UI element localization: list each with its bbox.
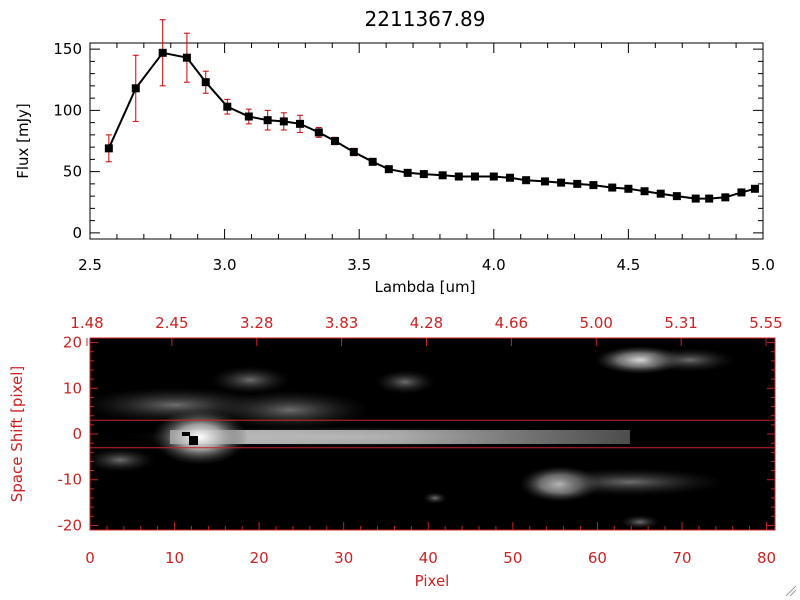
spectrum-x-tick-label: 2.5	[78, 256, 102, 274]
image-top-tick-label: 3.28	[240, 314, 273, 332]
spectrum-data-point	[104, 144, 113, 153]
image-x-tick-label: 70	[672, 549, 691, 567]
image-top-tick-label: 4.66	[495, 314, 528, 332]
spectrum-y-axis-label: Flux [mJy]	[14, 103, 32, 179]
image-y-tick-labels: -20 -10 0 10 20	[58, 334, 83, 535]
spectrum-data-point	[384, 165, 393, 174]
spectrum-y-tick-label: 0	[72, 224, 82, 242]
spectrum-y-tick-label: 50	[63, 163, 82, 181]
spectrum-data-point	[573, 179, 582, 188]
spectrum-data-point	[438, 171, 447, 180]
spectrum-y-tick-labels: 0 50 100 150	[53, 40, 82, 242]
spectrum-data-point	[672, 192, 681, 201]
image-top-tick-label: 5.55	[749, 314, 782, 332]
image-x-tick-label: 50	[503, 549, 522, 567]
spectrum-data-point	[244, 112, 253, 121]
spectrum-data-point	[454, 172, 463, 181]
image-top-tick-label: 4.28	[410, 314, 443, 332]
spectrum-data-point	[330, 137, 339, 145]
spectrum-data-point	[158, 48, 167, 57]
spectrum-data-point	[737, 188, 746, 197]
image-x-tick-label: 40	[419, 549, 438, 567]
image-x-tick-label: 10	[165, 549, 184, 567]
spectrum-data-point	[419, 170, 428, 179]
image-y-tick-label: 10	[63, 379, 82, 397]
spectrum-y-tick-label: 100	[53, 101, 82, 119]
spectrum-x-tick-labels: 2.5 3.0 3.5 4.0 4.5 5.0	[78, 256, 775, 274]
spectrum-data-point	[624, 184, 633, 193]
spectrum-data-point	[540, 177, 549, 186]
spectrum-data-point	[403, 168, 412, 177]
spectrum-data-point	[295, 119, 304, 128]
image-x-tick-label: 60	[588, 549, 607, 567]
spectrum-data-point	[182, 53, 191, 62]
spectrum-data-point	[505, 173, 514, 182]
image-y-tick-label: -20	[58, 516, 83, 534]
spectrum-data-point	[522, 176, 531, 185]
spectrum-plot-frame	[89, 42, 764, 240]
image-axis-ticks	[86, 338, 775, 530]
image-top-tick-labels: 1.48 2.45 3.28 3.83 4.28 4.66 5.00 5.31 5.55	[70, 314, 782, 332]
spectrum-x-tick-label: 3.5	[347, 256, 371, 274]
spectrum-errorbars	[105, 19, 758, 201]
spectrum-data-point	[470, 172, 479, 181]
resize-grip-icon[interactable]	[785, 585, 797, 597]
spectrum-data-point	[608, 183, 617, 192]
spectrum-data-point	[279, 117, 288, 126]
spectrum-x-tick-label: 3.0	[213, 256, 237, 274]
image-x-tick-label: 30	[334, 549, 353, 567]
image-y-axis-label: Space Shift [pixel]	[8, 366, 26, 503]
image-y-tick-label: -10	[58, 471, 83, 489]
image-x-tick-labels: 0 10 20 30 40 50 60 70 80	[85, 549, 776, 567]
spectrum-x-tick-label: 5.0	[751, 256, 775, 274]
image-top-tick-label: 1.48	[70, 314, 103, 332]
spectral-image	[90, 338, 775, 530]
image-x-tick-label: 0	[85, 549, 95, 567]
spectrum-data-point	[721, 193, 730, 202]
spectrum-data-point	[750, 184, 759, 193]
spectrum-data-point	[640, 187, 649, 196]
spectrum-data-point	[557, 178, 566, 187]
spectrum-axis-ticks	[89, 43, 764, 239]
image-y-tick-label: 0	[72, 425, 82, 443]
image-y-tick-label: 20	[63, 334, 82, 352]
image-top-tick-label: 5.00	[580, 314, 613, 332]
spectrum-data-point	[705, 194, 714, 203]
spectrum-data-point	[489, 172, 498, 181]
spectrum-data-point	[131, 84, 140, 93]
spectrum-plot: 2211367.89 2.5 3.0 3.5 4.0 4.5 5.0 050100150 …	[14, 7, 775, 296]
image-x-tick-label: 80	[757, 549, 776, 567]
spectrum-markers	[104, 48, 759, 203]
image-top-tick-label: 2.45	[155, 314, 188, 332]
spectrum-data-point	[691, 194, 700, 203]
spectrum-x-tick-label: 4.0	[482, 256, 506, 274]
spectrum-data-point	[201, 78, 210, 87]
spectrum-data-point	[223, 102, 232, 111]
image-x-axis-label: Pixel	[415, 572, 450, 590]
spectrum-data-point	[656, 189, 665, 198]
spectrum-y-tick-label: 150	[53, 40, 82, 58]
spectrum-data-point	[314, 128, 323, 137]
spectrum-data-point	[368, 157, 377, 166]
plot-title: 2211367.89	[365, 7, 486, 31]
spectrum-x-axis-label: Lambda [um]	[375, 278, 476, 296]
spectrum-x-tick-label: 4.5	[616, 256, 640, 274]
image-top-tick-label: 5.31	[664, 314, 697, 332]
spectrum-data-point	[263, 116, 272, 125]
image-top-tick-label: 3.83	[325, 314, 358, 332]
spectral-image-panel: 0 10 20 30 40 50 60 70 80 -20 -10 0 10 20 1.48 2.45 3.…	[8, 314, 783, 590]
image-x-tick-label: 20	[250, 549, 269, 567]
spectrum-data-point	[349, 148, 358, 157]
spectrum-data-point	[589, 181, 598, 190]
